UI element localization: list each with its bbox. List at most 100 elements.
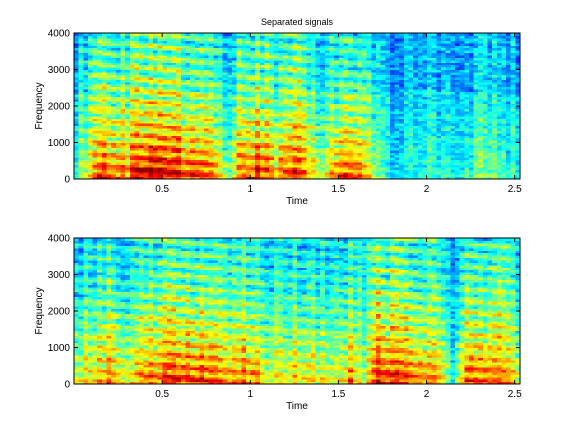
heatmap-cell: [166, 98, 173, 102]
heatmap-cell: [297, 115, 303, 119]
heatmap-cell: [74, 130, 80, 134]
heatmap-cell: [306, 159, 312, 163]
heatmap-cell: [157, 69, 163, 73]
heatmap-cell: [87, 169, 94, 173]
heatmap-cell: [97, 86, 103, 90]
heatmap-cell: [111, 106, 117, 110]
heatmap-cell: [143, 171, 149, 175]
heatmap-cell: [222, 118, 228, 122]
heatmap-cell: [236, 110, 242, 114]
heatmap-cell: [78, 57, 84, 61]
heatmap-cell: [129, 166, 135, 170]
heatmap-cell: [143, 57, 149, 61]
heatmap-cell: [245, 71, 252, 75]
heatmap-cell: [148, 132, 154, 136]
heatmap-cell: [194, 59, 201, 63]
heatmap-cell: [218, 120, 224, 124]
heatmap-cell: [283, 106, 289, 110]
heatmap-cell: [87, 59, 94, 63]
heatmap-cell: [162, 161, 168, 165]
heatmap-cell: [115, 135, 122, 139]
heatmap-cell: [129, 84, 135, 88]
heatmap-cell: [269, 40, 275, 44]
heatmap-cell: [259, 62, 266, 66]
heatmap-cell: [83, 152, 89, 156]
heatmap-cell: [231, 45, 238, 49]
heatmap-cell: [129, 110, 135, 114]
heatmap-cell: [190, 166, 196, 170]
heatmap-cell: [278, 135, 284, 139]
heatmap-cell: [278, 37, 284, 41]
heatmap-cell: [218, 71, 224, 75]
heatmap-cell: [236, 147, 242, 151]
heatmap-cell: [83, 67, 89, 71]
heatmap-cell: [255, 130, 261, 134]
heatmap-cell: [111, 149, 117, 153]
heatmap-cell: [190, 101, 196, 105]
heatmap-cell: [199, 69, 205, 73]
heatmap-cell: [306, 62, 312, 66]
heatmap-cell: [278, 33, 284, 37]
heatmap-cell: [157, 144, 163, 148]
heatmap-cell: [283, 135, 289, 139]
heatmap-cell: [97, 84, 103, 88]
heatmap-cell: [259, 101, 266, 105]
heatmap-cell: [120, 40, 126, 44]
heatmap-cell: [185, 171, 191, 175]
heatmap-cell: [180, 161, 187, 165]
heatmap-cell: [87, 37, 94, 41]
heatmap-cell: [92, 108, 98, 112]
heatmap-cell: [287, 125, 293, 129]
heatmap-cell: [134, 59, 140, 63]
heatmap-cell: [241, 96, 247, 100]
heatmap-cell: [269, 171, 275, 175]
heatmap-cell: [92, 93, 98, 97]
heatmap-cell: [269, 120, 275, 124]
heatmap-cell: [241, 174, 247, 178]
heatmap-cell: [97, 35, 103, 39]
heatmap-cell: [78, 118, 84, 122]
heatmap-cell: [222, 161, 228, 165]
heatmap-cell: [199, 98, 205, 102]
heatmap-cell: [245, 142, 252, 146]
heatmap-cell: [306, 57, 312, 61]
heatmap-cell: [176, 101, 182, 105]
heatmap-cell: [283, 93, 289, 97]
heatmap-cell: [287, 52, 293, 56]
heatmap-cell: [157, 147, 163, 151]
heatmap-cell: [213, 149, 219, 153]
heatmap-cell: [306, 42, 312, 46]
heatmap-cell: [273, 101, 280, 105]
heatmap-cell: [180, 115, 187, 119]
heatmap-cell: [143, 88, 149, 92]
heatmap-cell: [245, 113, 252, 117]
heatmap-cell: [287, 91, 293, 95]
heatmap-cell: [273, 59, 280, 63]
heatmap-cell: [157, 86, 163, 90]
heatmap-cell: [157, 174, 163, 178]
heatmap-cell: [92, 76, 98, 80]
heatmap-cell: [139, 159, 145, 163]
heatmap-cell: [259, 135, 266, 139]
heatmap-cell: [139, 33, 145, 37]
heatmap-cell: [231, 103, 238, 107]
heatmap-cell: [287, 62, 293, 66]
heatmap-cell: [204, 35, 210, 39]
heatmap-cell: [171, 149, 177, 153]
heatmap-cell: [92, 137, 98, 141]
heatmap-cell: [283, 88, 289, 92]
heatmap-cell: [115, 64, 122, 68]
heatmap-cell: [245, 81, 252, 85]
heatmap-cell: [301, 154, 307, 158]
heatmap-cell: [78, 50, 84, 54]
heatmap-cell: [171, 67, 177, 71]
heatmap-cell: [245, 106, 252, 110]
heatmap-cell: [180, 164, 187, 168]
heatmap-cell: [297, 140, 303, 144]
heatmap-cell: [143, 149, 149, 153]
heatmap-cell: [236, 106, 242, 110]
heatmap-cell: [269, 96, 275, 100]
heatmap-cell: [213, 40, 219, 44]
heatmap-cell: [292, 166, 298, 170]
heatmap-cell: [269, 88, 275, 92]
